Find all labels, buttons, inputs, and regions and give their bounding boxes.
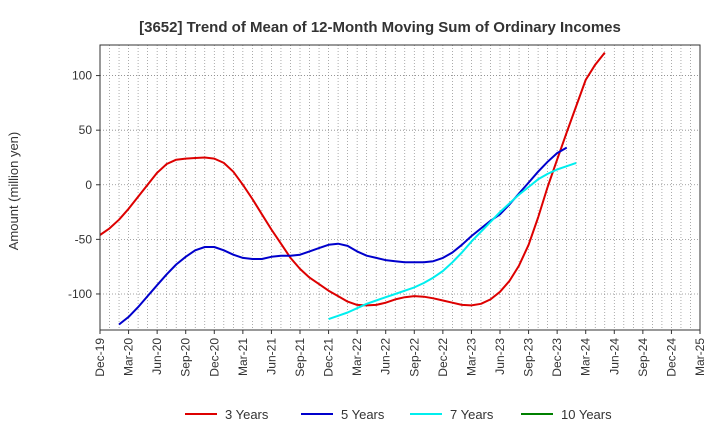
x-tick-label: Sep-20 (179, 338, 193, 377)
x-tick-label: Mar-23 (464, 338, 478, 376)
x-tick-label: Jun-21 (264, 338, 278, 375)
x-tick-label: Sep-21 (293, 338, 307, 377)
y-tick-label: -50 (75, 232, 93, 246)
x-tick-label: Dec-19 (93, 338, 107, 377)
y-tick-label: 100 (72, 69, 92, 83)
y-tick-label: 50 (79, 123, 93, 137)
x-tick-label: Jun-24 (607, 338, 621, 375)
series-line-3-years (99, 51, 606, 307)
x-tick-label: Jun-22 (379, 338, 393, 375)
x-tick-label: Mar-21 (236, 338, 250, 376)
grid-layer (100, 45, 700, 330)
tick-layer: 100 50 0 -50 -100 Dec-19 Mar-20 Jun-20 Sep-20 Dec… (68, 69, 707, 377)
x-tick-label: Jun-23 (493, 338, 507, 375)
y-tick-label: 0 (85, 178, 92, 192)
plot-frame (99, 44, 701, 331)
x-tick-label: Dec-20 (207, 338, 221, 377)
legend: 3 Years 5 Years 7 Years 10 Years (185, 407, 612, 422)
legend-label-7-years: 7 Years (450, 407, 494, 422)
x-tick-label: Jun-20 (150, 338, 164, 375)
x-tick-label: Mar-22 (350, 338, 364, 376)
x-tick-label: Dec-24 (664, 338, 678, 377)
legend-label-10-years: 10 Years (561, 407, 612, 422)
series-line-7-years (328, 161, 577, 321)
y-axis-label: Amount (million yen) (6, 132, 21, 251)
y-tick-label: -100 (68, 287, 92, 301)
x-tick-label: Sep-22 (407, 338, 421, 377)
chart-title: [3652] Trend of Mean of 12-Month Moving … (139, 19, 621, 36)
x-tick-label: Sep-23 (522, 338, 536, 377)
x-tick-label: Mar-24 (579, 338, 593, 376)
x-tick-label: Dec-21 (322, 338, 336, 377)
x-tick-label: Dec-22 (436, 338, 450, 377)
legend-label-5-years: 5 Years (341, 407, 385, 422)
x-tick-label: Sep-24 (636, 338, 650, 377)
x-tick-label: Dec-23 (550, 338, 564, 377)
series-layer (99, 51, 606, 326)
x-tick-label: Mar-25 (693, 338, 707, 376)
legend-label-3-years: 3 Years (225, 407, 269, 422)
x-tick-label: Mar-20 (122, 338, 136, 376)
